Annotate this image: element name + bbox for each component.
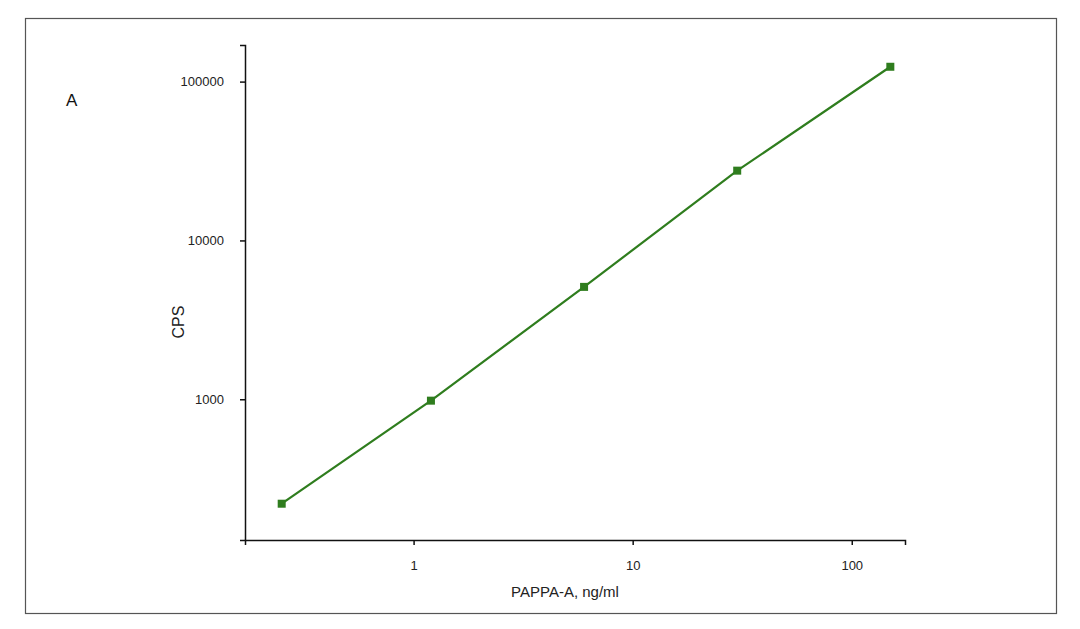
y-axis: 1000 10000 100000 xyxy=(181,46,246,541)
tick-mark xyxy=(240,81,245,83)
tick-mark xyxy=(413,540,415,545)
x-axis-title: PAPPA-A, ng/ml xyxy=(511,583,619,600)
tick-label: 10 xyxy=(626,558,640,573)
axis-line xyxy=(240,46,246,541)
data-point xyxy=(886,63,894,71)
tick: 1000 xyxy=(195,392,245,407)
data-point xyxy=(580,283,588,291)
tick-label: 100000 xyxy=(181,74,224,89)
tick-label: 1000 xyxy=(195,392,224,407)
x-axis: 1 10 100 xyxy=(246,540,906,573)
data-point xyxy=(427,397,435,405)
tick-mark xyxy=(632,540,634,545)
tick-label: 100 xyxy=(841,558,863,573)
panel-label: A xyxy=(66,91,78,110)
frame xyxy=(26,19,1057,614)
tick: 10 xyxy=(626,540,640,573)
tick-mark xyxy=(240,240,245,242)
tick-mark xyxy=(852,540,854,545)
tick: 100000 xyxy=(181,74,245,89)
data-point xyxy=(733,167,741,175)
y-axis-title: CPS xyxy=(170,306,187,339)
plot-area xyxy=(278,63,895,508)
axis-line xyxy=(246,541,906,546)
tick: 100 xyxy=(841,540,863,573)
tick-label: 1 xyxy=(410,558,417,573)
tick-mark xyxy=(240,399,245,401)
data-line xyxy=(282,67,891,504)
tick: 10000 xyxy=(188,233,245,248)
data-point xyxy=(278,500,286,508)
tick: 1 xyxy=(410,540,417,573)
tick-label: 10000 xyxy=(188,233,224,248)
